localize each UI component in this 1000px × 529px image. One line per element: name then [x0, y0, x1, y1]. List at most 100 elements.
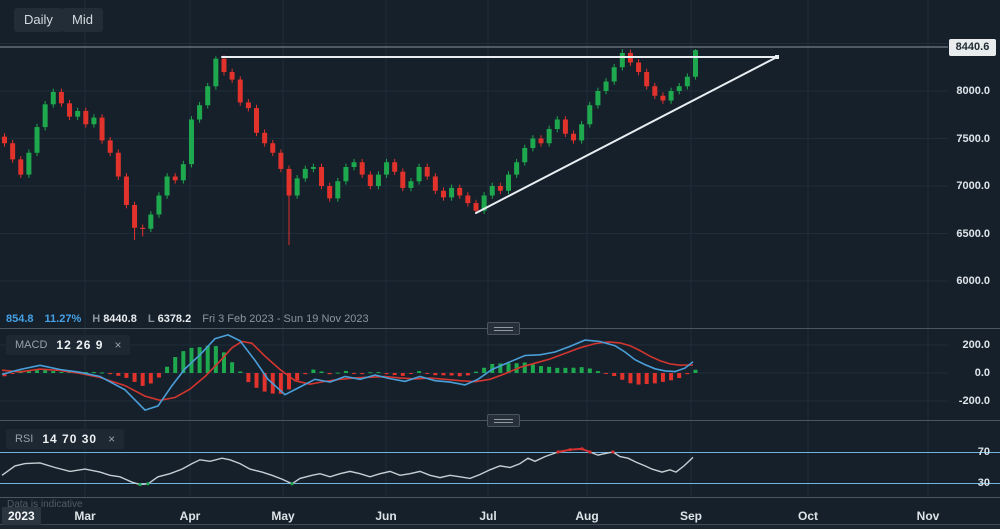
macd-histogram-bar [221, 352, 226, 373]
instrument-stats-row: 854.8 11.27% H 8440.8 L 6378.2 Fri 3 Feb 2… [6, 313, 369, 325]
candle-body [416, 167, 422, 182]
candle-body [270, 143, 276, 153]
candle-body [652, 86, 658, 96]
macd-histogram-bar [148, 373, 153, 384]
macd-histogram-bar [563, 367, 568, 373]
candle-body [424, 167, 430, 177]
candle-body [245, 102, 251, 109]
candle-body [465, 195, 471, 204]
candle-body [505, 174, 511, 191]
rsi-oversold-dot [146, 482, 150, 486]
rsi-oversold-dot [290, 482, 294, 486]
candle-body [197, 105, 203, 120]
period-high: H 8440.8 [92, 313, 137, 325]
macd-histogram-bar [669, 373, 674, 381]
macd-histogram-bar [612, 373, 617, 377]
time-axis-month-sep: Sep [679, 509, 703, 523]
macd-axis-tick: 200.0 [962, 339, 990, 351]
time-axis-month-aug: Aug [575, 509, 599, 523]
macd-histogram-bar [620, 373, 625, 380]
macd-histogram-bar [116, 373, 121, 376]
candle-body [42, 104, 48, 128]
macd-signal-line [1, 340, 694, 402]
candle-body [10, 143, 16, 160]
candle-body [636, 62, 642, 72]
rsi-params: 14 70 30 [42, 432, 98, 446]
macd-histogram-bar [579, 367, 584, 373]
candle-body [481, 195, 487, 211]
candle-body [668, 91, 674, 101]
macd-close-icon[interactable]: × [114, 338, 122, 352]
candle-body [619, 53, 625, 68]
rsi-panel-splitter[interactable] [487, 414, 520, 427]
time-axis-month-nov: Nov [916, 509, 940, 523]
macd-histogram-bar [555, 367, 560, 373]
candle-body [538, 138, 544, 144]
candle-body [392, 162, 398, 172]
macd-histogram-bar [311, 369, 316, 373]
macd-histogram-bar [685, 373, 690, 375]
rsi-overbought-dot [580, 447, 584, 451]
candle-body [603, 81, 609, 91]
trendline-handle[interactable] [775, 55, 779, 59]
time-axis-month-jul: Jul [479, 509, 497, 523]
macd-histogram-bar [693, 369, 698, 373]
candle-body [522, 148, 528, 163]
candle-body [611, 67, 617, 82]
candle-body [262, 132, 268, 144]
candle-body [229, 72, 235, 80]
macd-histogram-bar [473, 371, 478, 373]
current-price-badge: 8440.6 [949, 39, 996, 56]
candle-body [286, 168, 292, 196]
time-axis-month-may: May [271, 509, 295, 523]
macd-params: 12 26 9 [56, 338, 104, 352]
macd-histogram-bar [465, 373, 470, 376]
price-type-mid-button[interactable]: Mid [62, 8, 103, 32]
macd-histogram-bar [295, 373, 300, 381]
candle-body [213, 58, 219, 87]
horizontal-scrollbar[interactable] [0, 524, 1000, 529]
macd-histogram-bar [189, 347, 194, 373]
candle-body [595, 91, 601, 106]
time-axis-year: 2023 [2, 507, 41, 525]
candle-body [237, 79, 243, 103]
macd-histogram-bar [360, 373, 365, 375]
candle-body [440, 190, 446, 198]
candle-body [351, 162, 357, 167]
candle-body [156, 195, 162, 215]
rsi-overbought-dot [588, 450, 592, 454]
macd-histogram-bar [2, 373, 7, 377]
macd-histogram-bar [156, 373, 161, 378]
candle-body [180, 164, 186, 181]
candle-body [644, 72, 650, 87]
rsi-close-icon[interactable]: × [108, 432, 116, 446]
macd-histogram-bar [181, 351, 186, 373]
macd-histogram-bar [205, 345, 210, 373]
macd-line [1, 334, 694, 412]
trendline[interactable] [475, 56, 778, 214]
candle-body [26, 152, 32, 175]
macd-histogram-bar [660, 373, 665, 382]
macd-histogram-bar [35, 369, 40, 373]
candle-body [562, 119, 568, 134]
macd-histogram-bar [43, 369, 48, 373]
candle-body [91, 117, 97, 125]
time-axis-month-oct: Oct [797, 509, 819, 523]
candle-body [473, 203, 479, 211]
macd-histogram-bar [628, 373, 633, 384]
rsi-overbought-segment [557, 448, 571, 453]
candle-body [497, 186, 503, 191]
macd-histogram-bar [530, 364, 535, 373]
candle-body [408, 181, 414, 188]
macd-histogram-bar [449, 373, 454, 376]
candle-body [546, 129, 552, 144]
macd-panel-splitter[interactable] [487, 322, 520, 335]
macd-histogram-bar [539, 366, 544, 373]
macd-histogram-bar [571, 367, 576, 373]
macd-histogram-bar [51, 371, 56, 373]
time-axis-month-jun: Jun [375, 509, 397, 523]
candle-body [676, 86, 682, 91]
macd-histogram-bar [384, 373, 389, 375]
timeframe-daily-button[interactable]: Daily [14, 8, 63, 32]
